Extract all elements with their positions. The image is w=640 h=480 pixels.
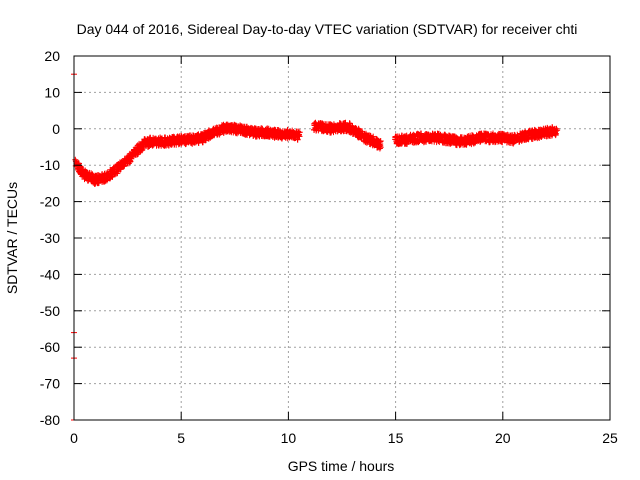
- x-tick-label: 10: [281, 430, 297, 446]
- y-tick-label: -10: [40, 157, 60, 173]
- y-tick-label: -30: [40, 230, 60, 246]
- data-series: [71, 73, 561, 421]
- y-tick-label: 0: [52, 121, 60, 137]
- data-point: [554, 127, 561, 134]
- chart-title: Day 044 of 2016, Sidereal Day-to-day VTE…: [77, 21, 578, 37]
- y-tick-label: -80: [40, 412, 60, 428]
- x-tick-label: 0: [70, 430, 78, 446]
- y-tick-label: 10: [44, 84, 60, 100]
- x-tick-label: 20: [495, 430, 511, 446]
- x-tick-label: 25: [602, 430, 618, 446]
- data-point: [95, 179, 102, 186]
- data-point: [95, 180, 101, 187]
- grid-lines: [74, 56, 610, 420]
- x-tick-label: 5: [177, 430, 185, 446]
- y-tick-label: -40: [40, 266, 60, 282]
- x-axis-label: GPS time / hours: [288, 458, 395, 474]
- axis-ticks: [73, 55, 611, 421]
- data-point: [377, 142, 384, 149]
- data-point: [296, 133, 303, 140]
- y-axis-label: SDTVAR / TECUs: [4, 182, 20, 294]
- y-tick-label: -20: [40, 194, 60, 210]
- y-tick-label: -50: [40, 303, 60, 319]
- data-point: [295, 132, 302, 139]
- tick-labels: 0 5 10 15 20 25 20 10 0 -10 -20 -30 -40 -50 -60 -70 -80: [40, 48, 618, 446]
- data-point: [553, 130, 559, 137]
- y-tick-label: -70: [40, 376, 60, 392]
- y-tick-label: 20: [44, 48, 60, 64]
- x-tick-label: 15: [388, 430, 404, 446]
- y-tick-label: -60: [40, 339, 60, 355]
